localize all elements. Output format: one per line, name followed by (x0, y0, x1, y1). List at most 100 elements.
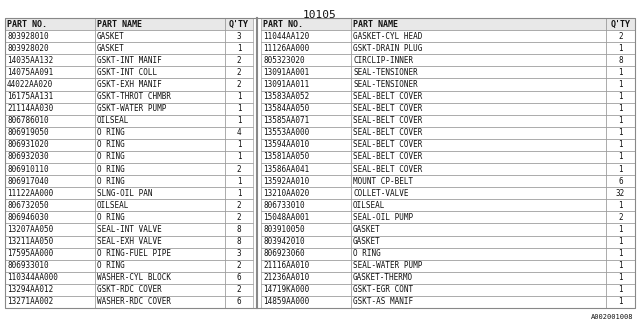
Text: 2: 2 (237, 213, 241, 222)
Text: 1: 1 (618, 164, 623, 173)
Text: PART NAME: PART NAME (353, 20, 398, 28)
Text: 1: 1 (618, 249, 623, 258)
Bar (225, 30, 253, 42)
Bar (351, 296, 606, 308)
Text: GSKT-EXH MANIF: GSKT-EXH MANIF (97, 80, 162, 89)
Text: SEAL-BELT COVER: SEAL-BELT COVER (353, 152, 422, 162)
Text: O RING: O RING (353, 249, 381, 258)
Text: 11122AA000: 11122AA000 (7, 189, 53, 198)
Text: GASKET: GASKET (97, 44, 125, 53)
Bar (351, 248, 606, 260)
Bar (95, 127, 225, 139)
Text: 17595AA000: 17595AA000 (7, 249, 53, 258)
Text: 6: 6 (237, 273, 241, 282)
Bar (351, 175, 606, 187)
Bar (351, 66, 606, 78)
Bar (5, 18, 95, 30)
Text: GASKET-CYL HEAD: GASKET-CYL HEAD (353, 32, 422, 41)
Text: O RING: O RING (97, 128, 125, 137)
Bar (95, 54, 225, 66)
Bar (606, 42, 635, 54)
Bar (95, 103, 225, 115)
Bar (95, 163, 225, 175)
Bar (351, 127, 606, 139)
Bar (606, 199, 635, 211)
Bar (225, 223, 253, 236)
Bar (606, 296, 635, 308)
Text: 13091AA001: 13091AA001 (263, 68, 309, 77)
Bar (225, 163, 253, 175)
Bar (95, 248, 225, 260)
Text: 1: 1 (237, 152, 241, 162)
Bar (606, 54, 635, 66)
Text: 2: 2 (237, 80, 241, 89)
Bar (5, 115, 95, 127)
Text: SEAL-BELT COVER: SEAL-BELT COVER (353, 140, 422, 149)
Bar (261, 54, 351, 66)
Bar (261, 260, 351, 272)
Text: 1: 1 (618, 104, 623, 113)
Bar (606, 30, 635, 42)
Text: 806931020: 806931020 (7, 140, 49, 149)
Bar (225, 54, 253, 66)
Bar (95, 272, 225, 284)
Text: CIRCLIP-INNER: CIRCLIP-INNER (353, 56, 413, 65)
Bar (95, 284, 225, 296)
Bar (261, 236, 351, 248)
Text: 6: 6 (237, 298, 241, 307)
Text: 2: 2 (618, 32, 623, 41)
Bar (261, 18, 351, 30)
Bar (351, 115, 606, 127)
Bar (95, 66, 225, 78)
Bar (606, 78, 635, 91)
Bar (225, 127, 253, 139)
Bar (5, 284, 95, 296)
Bar (606, 248, 635, 260)
Bar (261, 78, 351, 91)
Text: 2: 2 (237, 201, 241, 210)
Bar (5, 66, 95, 78)
Text: PART NO.: PART NO. (7, 20, 47, 28)
Text: 13585AA071: 13585AA071 (263, 116, 309, 125)
Text: 21116AA010: 21116AA010 (263, 261, 309, 270)
Text: SEAL-BELT COVER: SEAL-BELT COVER (353, 164, 422, 173)
Text: O RING: O RING (97, 152, 125, 162)
Bar (261, 127, 351, 139)
Text: 10105: 10105 (303, 10, 337, 20)
Text: 14719KA000: 14719KA000 (263, 285, 309, 294)
Bar (351, 54, 606, 66)
Text: 1: 1 (237, 44, 241, 53)
Text: GASKET-THERMO: GASKET-THERMO (353, 273, 413, 282)
Text: MOUNT CP-BELT: MOUNT CP-BELT (353, 177, 413, 186)
Text: 44022AA020: 44022AA020 (7, 80, 53, 89)
Text: PART NO.: PART NO. (263, 20, 303, 28)
Bar (5, 151, 95, 163)
Bar (606, 284, 635, 296)
Bar (225, 236, 253, 248)
Bar (351, 163, 606, 175)
Bar (225, 139, 253, 151)
Bar (606, 91, 635, 103)
Bar (606, 103, 635, 115)
Bar (225, 115, 253, 127)
Text: Q'TY: Q'TY (229, 20, 249, 28)
Bar (261, 151, 351, 163)
Text: 803910050: 803910050 (263, 225, 305, 234)
Text: 1: 1 (237, 177, 241, 186)
Text: SEAL-BELT COVER: SEAL-BELT COVER (353, 128, 422, 137)
Bar (225, 103, 253, 115)
Bar (351, 151, 606, 163)
Bar (261, 272, 351, 284)
Text: SEAL-TENSIONER: SEAL-TENSIONER (353, 80, 418, 89)
Bar (351, 284, 606, 296)
Bar (95, 78, 225, 91)
Text: 806733010: 806733010 (263, 201, 305, 210)
Bar (5, 223, 95, 236)
Text: 8: 8 (618, 56, 623, 65)
Text: PART NAME: PART NAME (97, 20, 142, 28)
Text: WASHER-CYL BLOCK: WASHER-CYL BLOCK (97, 273, 171, 282)
Bar (351, 187, 606, 199)
Bar (225, 284, 253, 296)
Text: 806923060: 806923060 (263, 249, 305, 258)
Text: 13271AA002: 13271AA002 (7, 298, 53, 307)
